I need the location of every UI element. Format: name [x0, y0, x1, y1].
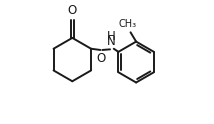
- Text: O: O: [68, 4, 77, 17]
- Text: N: N: [107, 35, 116, 48]
- Text: CH₃: CH₃: [119, 19, 137, 29]
- Text: H: H: [107, 30, 116, 43]
- Text: O: O: [96, 52, 106, 65]
